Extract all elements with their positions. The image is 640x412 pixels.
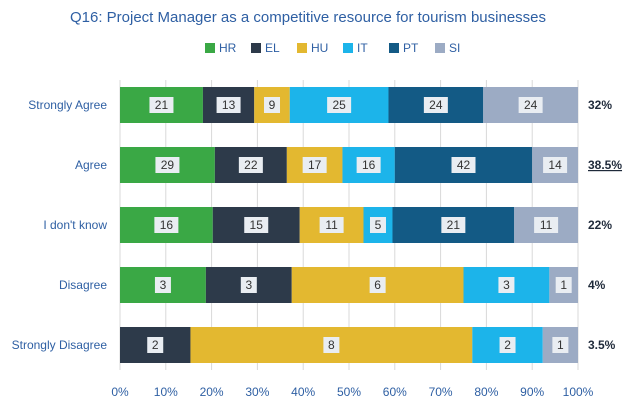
legend: HR EL HU IT PT SI <box>205 41 460 55</box>
value-label-box <box>216 97 241 113</box>
value-label-box <box>154 217 179 233</box>
value-label: 11 <box>540 218 553 232</box>
value-label-box <box>323 337 340 353</box>
value-label-box <box>441 217 466 233</box>
x-tick-label: 70% <box>429 385 453 399</box>
row-percent-label: 3.5% <box>588 338 616 352</box>
x-axis-ticks: 0% 10% 20% 30% 40% 50% 60% 70% 80% 90% 100% <box>111 385 593 399</box>
value-label: 17 <box>308 158 322 172</box>
value-label: 5 <box>375 218 382 232</box>
value-label-box <box>264 97 281 113</box>
category-label-agree: Agree <box>75 158 107 172</box>
x-tick-label: 30% <box>245 385 269 399</box>
value-label: 13 <box>222 98 236 112</box>
category-labels: Strongly Agree Agree I don't know Disagree S… <box>12 98 108 352</box>
value-label: 1 <box>557 338 564 352</box>
value-label-box <box>149 97 174 113</box>
value-label-box <box>518 97 543 113</box>
category-label-strongly-agree: Strongly Agree <box>28 98 107 112</box>
value-label-box <box>154 277 171 293</box>
value-label: 1 <box>560 278 567 292</box>
value-label: 29 <box>161 158 175 172</box>
value-label-box <box>423 97 448 113</box>
x-tick-label: 0% <box>111 385 129 399</box>
legend-label-hr: HR <box>219 41 237 55</box>
value-label: 16 <box>362 158 376 172</box>
value-label-box <box>369 217 386 233</box>
value-label-box <box>244 217 269 233</box>
category-label-disagree: Disagree <box>59 278 107 292</box>
value-label-box <box>327 97 352 113</box>
value-label: 42 <box>457 158 471 172</box>
value-label: 2 <box>152 338 159 352</box>
value-label: 3 <box>160 278 167 292</box>
value-label-box <box>147 337 164 353</box>
value-label-box <box>498 277 515 293</box>
value-label-box <box>552 337 569 353</box>
row-percent-label: 32% <box>588 98 612 112</box>
value-label-box <box>369 277 386 293</box>
x-tick-label: 40% <box>291 385 315 399</box>
legend-swatch-hr <box>205 43 215 53</box>
value-label: 14 <box>548 158 562 172</box>
row-percent-label: 22% <box>588 218 612 232</box>
value-label-box <box>543 157 568 173</box>
x-tick-label: 20% <box>200 385 224 399</box>
legend-swatch-it <box>343 43 353 53</box>
value-label: 16 <box>160 218 174 232</box>
x-tick-label: 90% <box>520 385 544 399</box>
row-percent-labels: 32% 38.5% 22% 4% 3.5% <box>588 98 622 352</box>
legend-swatch-pt <box>389 43 399 53</box>
value-label-box <box>155 157 180 173</box>
value-label: 25 <box>332 98 346 112</box>
legend-swatch-si <box>435 43 445 53</box>
value-label: 15 <box>250 218 264 232</box>
value-label-box <box>240 277 257 293</box>
value-label: 24 <box>524 98 538 112</box>
category-label-i-don-t-know: I don't know <box>43 218 107 232</box>
value-label-box <box>302 157 327 173</box>
x-tick-label: 100% <box>563 385 594 399</box>
value-label: 2 <box>504 338 511 352</box>
legend-label-el: EL <box>265 41 280 55</box>
value-label: 22 <box>244 158 258 172</box>
row-percent-label: 4% <box>588 278 606 292</box>
value-label: 8 <box>328 338 335 352</box>
value-label-box <box>319 217 344 233</box>
row-percent-label: 38.5% <box>588 158 622 172</box>
legend-swatch-el <box>251 43 261 53</box>
value-label-box <box>238 157 263 173</box>
chart-title: Q16: Project Manager as a competitive re… <box>70 9 546 26</box>
legend-label-si: SI <box>449 41 460 55</box>
legend-label-it: IT <box>357 41 368 55</box>
value-label: 3 <box>503 278 510 292</box>
value-label-box <box>534 217 559 233</box>
legend-swatch-hu <box>297 43 307 53</box>
value-label: 21 <box>155 98 169 112</box>
value-label: 11 <box>325 218 338 232</box>
value-label-box <box>499 337 516 353</box>
value-label: 9 <box>269 98 276 112</box>
legend-label-hu: HU <box>311 41 328 55</box>
value-label: 6 <box>374 278 381 292</box>
value-label-box <box>356 157 381 173</box>
x-tick-label: 80% <box>474 385 498 399</box>
legend-label-pt: PT <box>403 41 419 55</box>
value-label-box <box>451 157 476 173</box>
value-label: 21 <box>447 218 461 232</box>
category-label-strongly-disagree: Strongly Disagree <box>12 338 108 352</box>
value-label: 24 <box>429 98 443 112</box>
value-label: 3 <box>245 278 252 292</box>
x-tick-label: 50% <box>337 385 361 399</box>
x-tick-label: 10% <box>154 385 178 399</box>
x-tick-label: 60% <box>383 385 407 399</box>
value-label-box <box>555 277 572 293</box>
